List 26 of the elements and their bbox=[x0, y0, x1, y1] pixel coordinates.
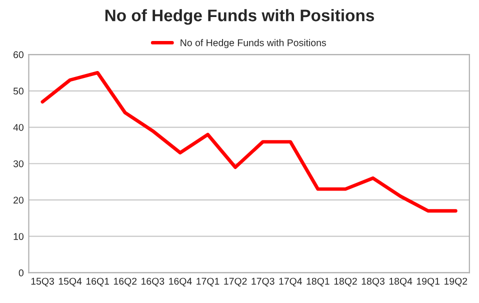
y-tick-label: 20 bbox=[14, 196, 24, 204]
x-tick-label: 15Q3 bbox=[31, 278, 54, 286]
line-series bbox=[40, 70, 458, 213]
y-tick-label: 30 bbox=[13, 160, 24, 168]
y-tick-label: 40 bbox=[13, 124, 24, 131]
x-tick-label: 17Q3 bbox=[252, 278, 274, 286]
x-tick-label: 16Q1 bbox=[86, 278, 110, 286]
x-tick-label: 16Q2 bbox=[114, 278, 137, 286]
y-tick-label: 10 bbox=[14, 233, 24, 240]
x-tick-label: 19Q2 bbox=[444, 278, 468, 286]
x-tick-label: 18Q3 bbox=[362, 278, 384, 286]
x-tick-label: 16Q4 bbox=[169, 278, 192, 286]
legend-label: No of Hedge Funds with Positions bbox=[180, 39, 326, 48]
x-tick-label: 19Q1 bbox=[416, 278, 440, 286]
x-tick-label: 17Q2 bbox=[224, 278, 247, 286]
x-tick-label: 17Q4 bbox=[279, 278, 302, 286]
chart-title: No of Hedge Funds with Positions bbox=[105, 9, 374, 25]
x-tick-label: 17Q1 bbox=[196, 278, 220, 286]
x-tick-label: 18Q4 bbox=[389, 278, 412, 286]
x-tick-label: 18Q1 bbox=[306, 278, 330, 286]
x-tick-label: 16Q3 bbox=[142, 278, 164, 286]
x-tick-label: 18Q2 bbox=[334, 278, 357, 286]
y-tick-label: 50 bbox=[13, 88, 24, 95]
x-tick-label: 15Q4 bbox=[58, 278, 82, 286]
y-tick-label: 60 bbox=[14, 51, 24, 58]
y-tick-label: 0 bbox=[18, 269, 24, 276]
